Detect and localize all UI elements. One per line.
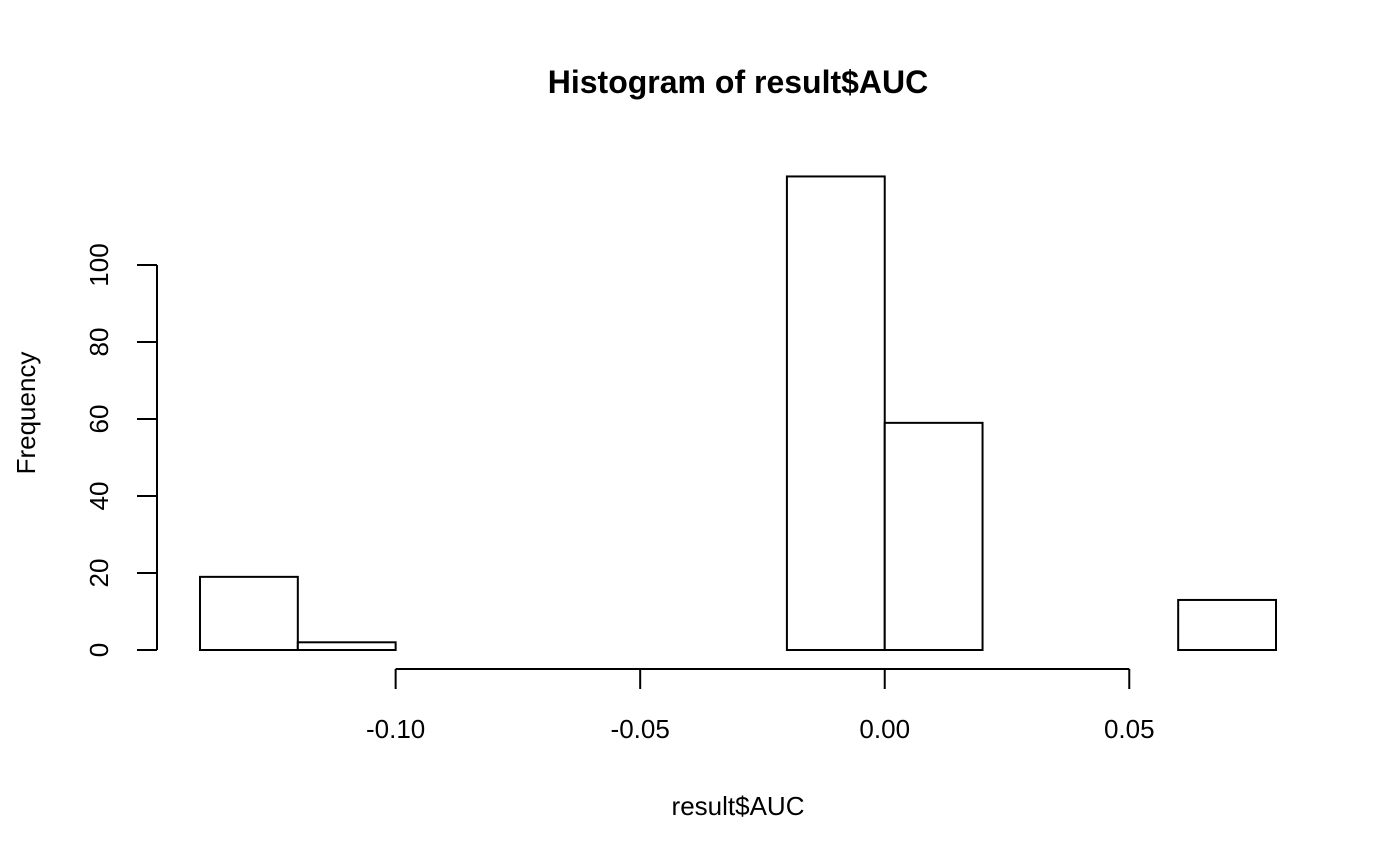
x-tick-label: -0.05 bbox=[611, 714, 670, 744]
y-tick-label: 0 bbox=[84, 643, 114, 657]
y-tick-label: 20 bbox=[84, 559, 114, 588]
bars-group bbox=[199, 175, 1277, 652]
chart-title: Histogram of result$AUC bbox=[548, 64, 929, 100]
x-axis-label: result$AUC bbox=[672, 791, 805, 821]
y-tick-label: 80 bbox=[84, 328, 114, 357]
histogram-bar bbox=[296, 641, 397, 651]
x-tick-label: -0.10 bbox=[366, 714, 425, 744]
histogram-bar bbox=[1177, 598, 1277, 652]
y-tick-label: 40 bbox=[84, 482, 114, 511]
x-axis: -0.10 -0.05 0.00 0.05 bbox=[366, 668, 1155, 744]
histogram-bar bbox=[883, 421, 984, 651]
y-axis: 0 20 40 60 80 100 bbox=[84, 243, 158, 657]
histogram-bar bbox=[785, 175, 886, 651]
x-tick-label: 0.00 bbox=[859, 714, 910, 744]
x-tick-label: 0.05 bbox=[1104, 714, 1155, 744]
y-tick-label: 100 bbox=[84, 243, 114, 286]
histogram-bar bbox=[199, 575, 299, 651]
y-tick-label: 60 bbox=[84, 405, 114, 434]
y-axis-label: Frequency bbox=[11, 352, 41, 475]
